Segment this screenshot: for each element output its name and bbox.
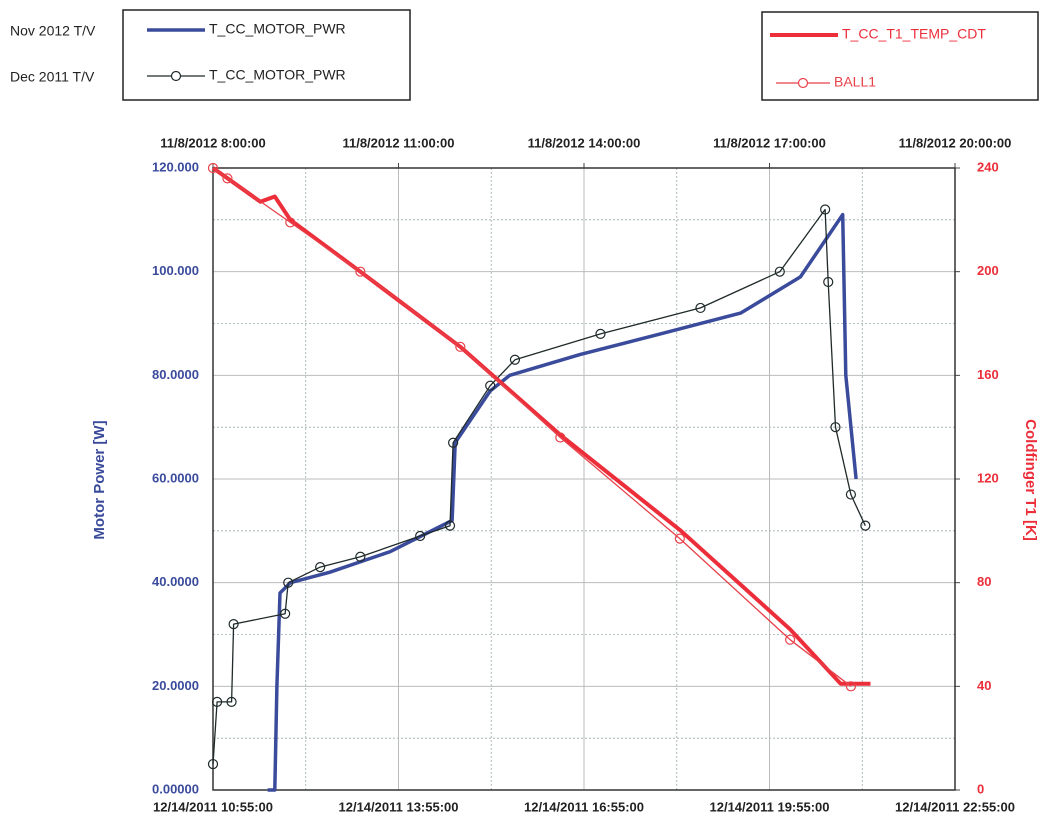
legend-label: T_CC_MOTOR_PWR [209, 21, 346, 37]
point-marker [228, 619, 239, 630]
point-marker [830, 422, 841, 433]
point-marker [222, 173, 233, 184]
y2-axis-label: Coldfinger T1 [K] [1022, 419, 1039, 541]
y-tick-label: 40.0000 [152, 574, 199, 589]
legend-box [761, 11, 1039, 101]
point-marker [845, 681, 857, 692]
y2-tick-label: 80 [977, 574, 991, 589]
point-marker [285, 217, 296, 228]
series-line [212, 167, 852, 687]
legend-box [122, 9, 411, 101]
point-marker [695, 302, 706, 314]
y-tick-label: 100.000 [152, 263, 199, 278]
x2-tick-label: 11/8/2012 17:00:00 [713, 135, 826, 150]
point-marker [485, 380, 496, 391]
x-tick-label: 12/14/2011 19:55:00 [710, 799, 830, 814]
x2-tick-label: 11/8/2012 14:00:00 [528, 135, 641, 150]
y-tick-label: 0.00000 [152, 781, 199, 796]
point-marker [820, 204, 831, 215]
y-tick-label: 120.000 [152, 159, 199, 174]
point-marker [315, 562, 326, 573]
point-marker [212, 696, 223, 707]
y-axis-label: Motor Power [W] [91, 420, 108, 539]
point-marker [823, 276, 834, 288]
x2-tick-label: 11/8/2012 11:00:00 [342, 135, 454, 150]
y2-tick-label: 240 [977, 159, 999, 174]
legend-group-label: Dec 2011 T/V [10, 69, 95, 85]
point-marker [207, 162, 219, 174]
legend-label: T_CC_MOTOR_PWR [209, 67, 346, 83]
x-tick-label: 12/14/2011 16:55:00 [524, 799, 644, 814]
point-marker [283, 577, 294, 588]
x-tick-label: 12/14/2011 10:55:00 [153, 799, 273, 814]
point-marker [355, 266, 366, 277]
point-marker [207, 758, 219, 770]
legend-label: BALL1 [834, 74, 876, 90]
point-marker [444, 520, 456, 531]
y2-tick-label: 200 [977, 263, 999, 278]
point-marker [509, 354, 521, 365]
point-marker [595, 328, 606, 339]
point-marker [226, 696, 237, 707]
x-tick-label: 12/14/2011 13:55:00 [339, 799, 459, 814]
series-line [212, 208, 866, 765]
x2-tick-label: 11/8/2012 8:00:00 [160, 135, 266, 150]
point-marker [555, 432, 566, 443]
point-marker [448, 437, 459, 448]
point-marker [774, 266, 785, 277]
legend-marker [170, 70, 182, 82]
x-tick-label: 12/14/2011 22:55:00 [895, 799, 1015, 814]
y-tick-label: 60.0000 [152, 470, 199, 485]
point-marker [860, 520, 871, 531]
series-line [267, 212, 858, 792]
x2-tick-label: 11/8/2012 20:00:00 [899, 135, 1012, 150]
point-marker [455, 341, 466, 352]
y2-tick-label: 40 [977, 678, 991, 693]
point-marker [415, 530, 426, 542]
point-marker [355, 551, 366, 562]
y-tick-label: 80.0000 [152, 367, 199, 382]
point-marker [674, 533, 685, 544]
y2-tick-label: 0 [977, 781, 984, 796]
legend-marker [797, 77, 809, 89]
plot-frame [212, 167, 956, 791]
point-marker [280, 608, 291, 619]
series-line [211, 166, 871, 686]
legend-label: T_CC_T1_TEMP_CDT [842, 26, 986, 42]
y-tick-label: 20.0000 [152, 678, 199, 693]
y2-tick-label: 160 [977, 367, 999, 382]
point-marker [785, 634, 796, 645]
legend-group-label: Nov 2012 T/V [10, 23, 96, 39]
point-marker [845, 489, 857, 500]
y2-tick-label: 120 [977, 470, 999, 485]
